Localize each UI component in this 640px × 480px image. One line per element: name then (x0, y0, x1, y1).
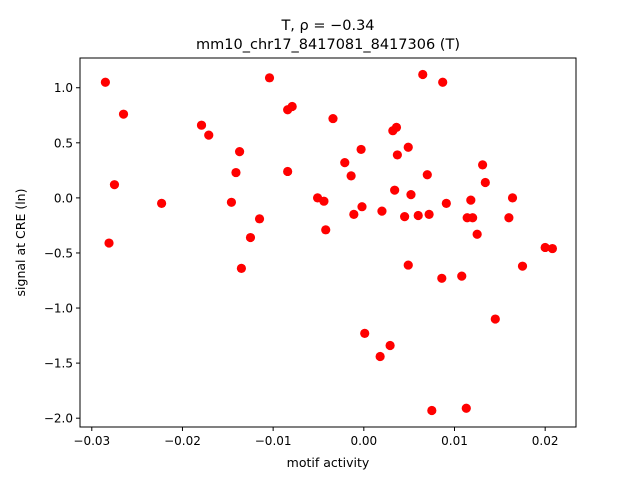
data-point (104, 238, 114, 248)
data-point (231, 167, 241, 178)
data-point (321, 225, 331, 235)
data-point (375, 351, 385, 362)
data-point (360, 328, 370, 338)
data-point (391, 122, 402, 132)
data-point (254, 214, 265, 224)
data-point (287, 101, 297, 112)
x-tick-label: 0.02 (532, 434, 559, 448)
data-point (507, 193, 518, 203)
y-tick-label: 0.5 (54, 136, 73, 150)
data-point (356, 144, 366, 155)
data-point (236, 263, 246, 273)
data-point (109, 180, 120, 190)
data-point (468, 213, 478, 223)
data-point (478, 160, 488, 170)
y-tick-label: −0.5 (44, 246, 73, 260)
data-point (403, 260, 413, 270)
chart-title-line1: T, ρ = −0.34 (280, 18, 374, 34)
data-point (424, 209, 434, 220)
x-tick-label: −0.03 (73, 434, 110, 448)
axis-ticks: −0.03 −0.02 −0.01 0.00 0.01 0.02 −2.0 −1.5 −1.0 −… (44, 81, 559, 448)
data-point (413, 210, 423, 221)
data-point (340, 158, 350, 168)
data-points (100, 69, 558, 416)
plot-frame (79, 57, 577, 428)
data-point (400, 212, 410, 222)
x-tick-label: 0.00 (350, 434, 377, 448)
data-point (357, 202, 367, 212)
data-point (461, 403, 471, 413)
data-point (540, 242, 550, 253)
data-point (437, 273, 447, 283)
x-tick-label: −0.01 (255, 434, 292, 448)
data-point (438, 77, 448, 87)
data-point (264, 73, 275, 83)
x-tick-label: 0.01 (441, 434, 468, 448)
data-point (204, 130, 214, 140)
data-point (418, 69, 428, 80)
data-point (196, 120, 207, 130)
data-point (472, 229, 482, 239)
data-point (504, 213, 514, 223)
data-point (349, 209, 359, 220)
data-point (100, 77, 110, 87)
data-point (118, 109, 129, 119)
data-point (346, 171, 356, 181)
data-point (226, 197, 237, 207)
data-point (466, 195, 476, 205)
data-point (422, 170, 432, 180)
chart-title-line2: mm10_chr17_8417081_8417306 (T) (196, 37, 460, 53)
data-point (406, 189, 416, 200)
data-point (457, 271, 467, 281)
data-point (547, 243, 558, 254)
y-axis-label: signal at CRE (ln) (13, 189, 28, 297)
data-point (319, 196, 329, 206)
data-point (385, 340, 395, 351)
data-point (377, 206, 387, 216)
data-point (245, 232, 256, 243)
y-tick-label: −1.0 (44, 302, 73, 316)
data-point (480, 177, 490, 188)
data-point (392, 150, 402, 160)
data-point (328, 113, 338, 124)
x-axis-label: motif activity (287, 455, 370, 470)
data-point (517, 261, 528, 271)
data-point (283, 166, 293, 177)
x-tick-label: −0.02 (164, 434, 201, 448)
data-point (234, 147, 245, 157)
y-tick-label: 1.0 (54, 81, 73, 95)
data-point (441, 198, 451, 208)
data-point (157, 198, 167, 208)
data-point (490, 314, 500, 324)
data-point (390, 185, 400, 195)
y-tick-label: −2.0 (44, 412, 73, 426)
data-point (427, 405, 437, 416)
data-point (403, 142, 413, 152)
y-tick-label: 0.0 (54, 191, 73, 205)
y-tick-label: −1.5 (44, 357, 73, 371)
